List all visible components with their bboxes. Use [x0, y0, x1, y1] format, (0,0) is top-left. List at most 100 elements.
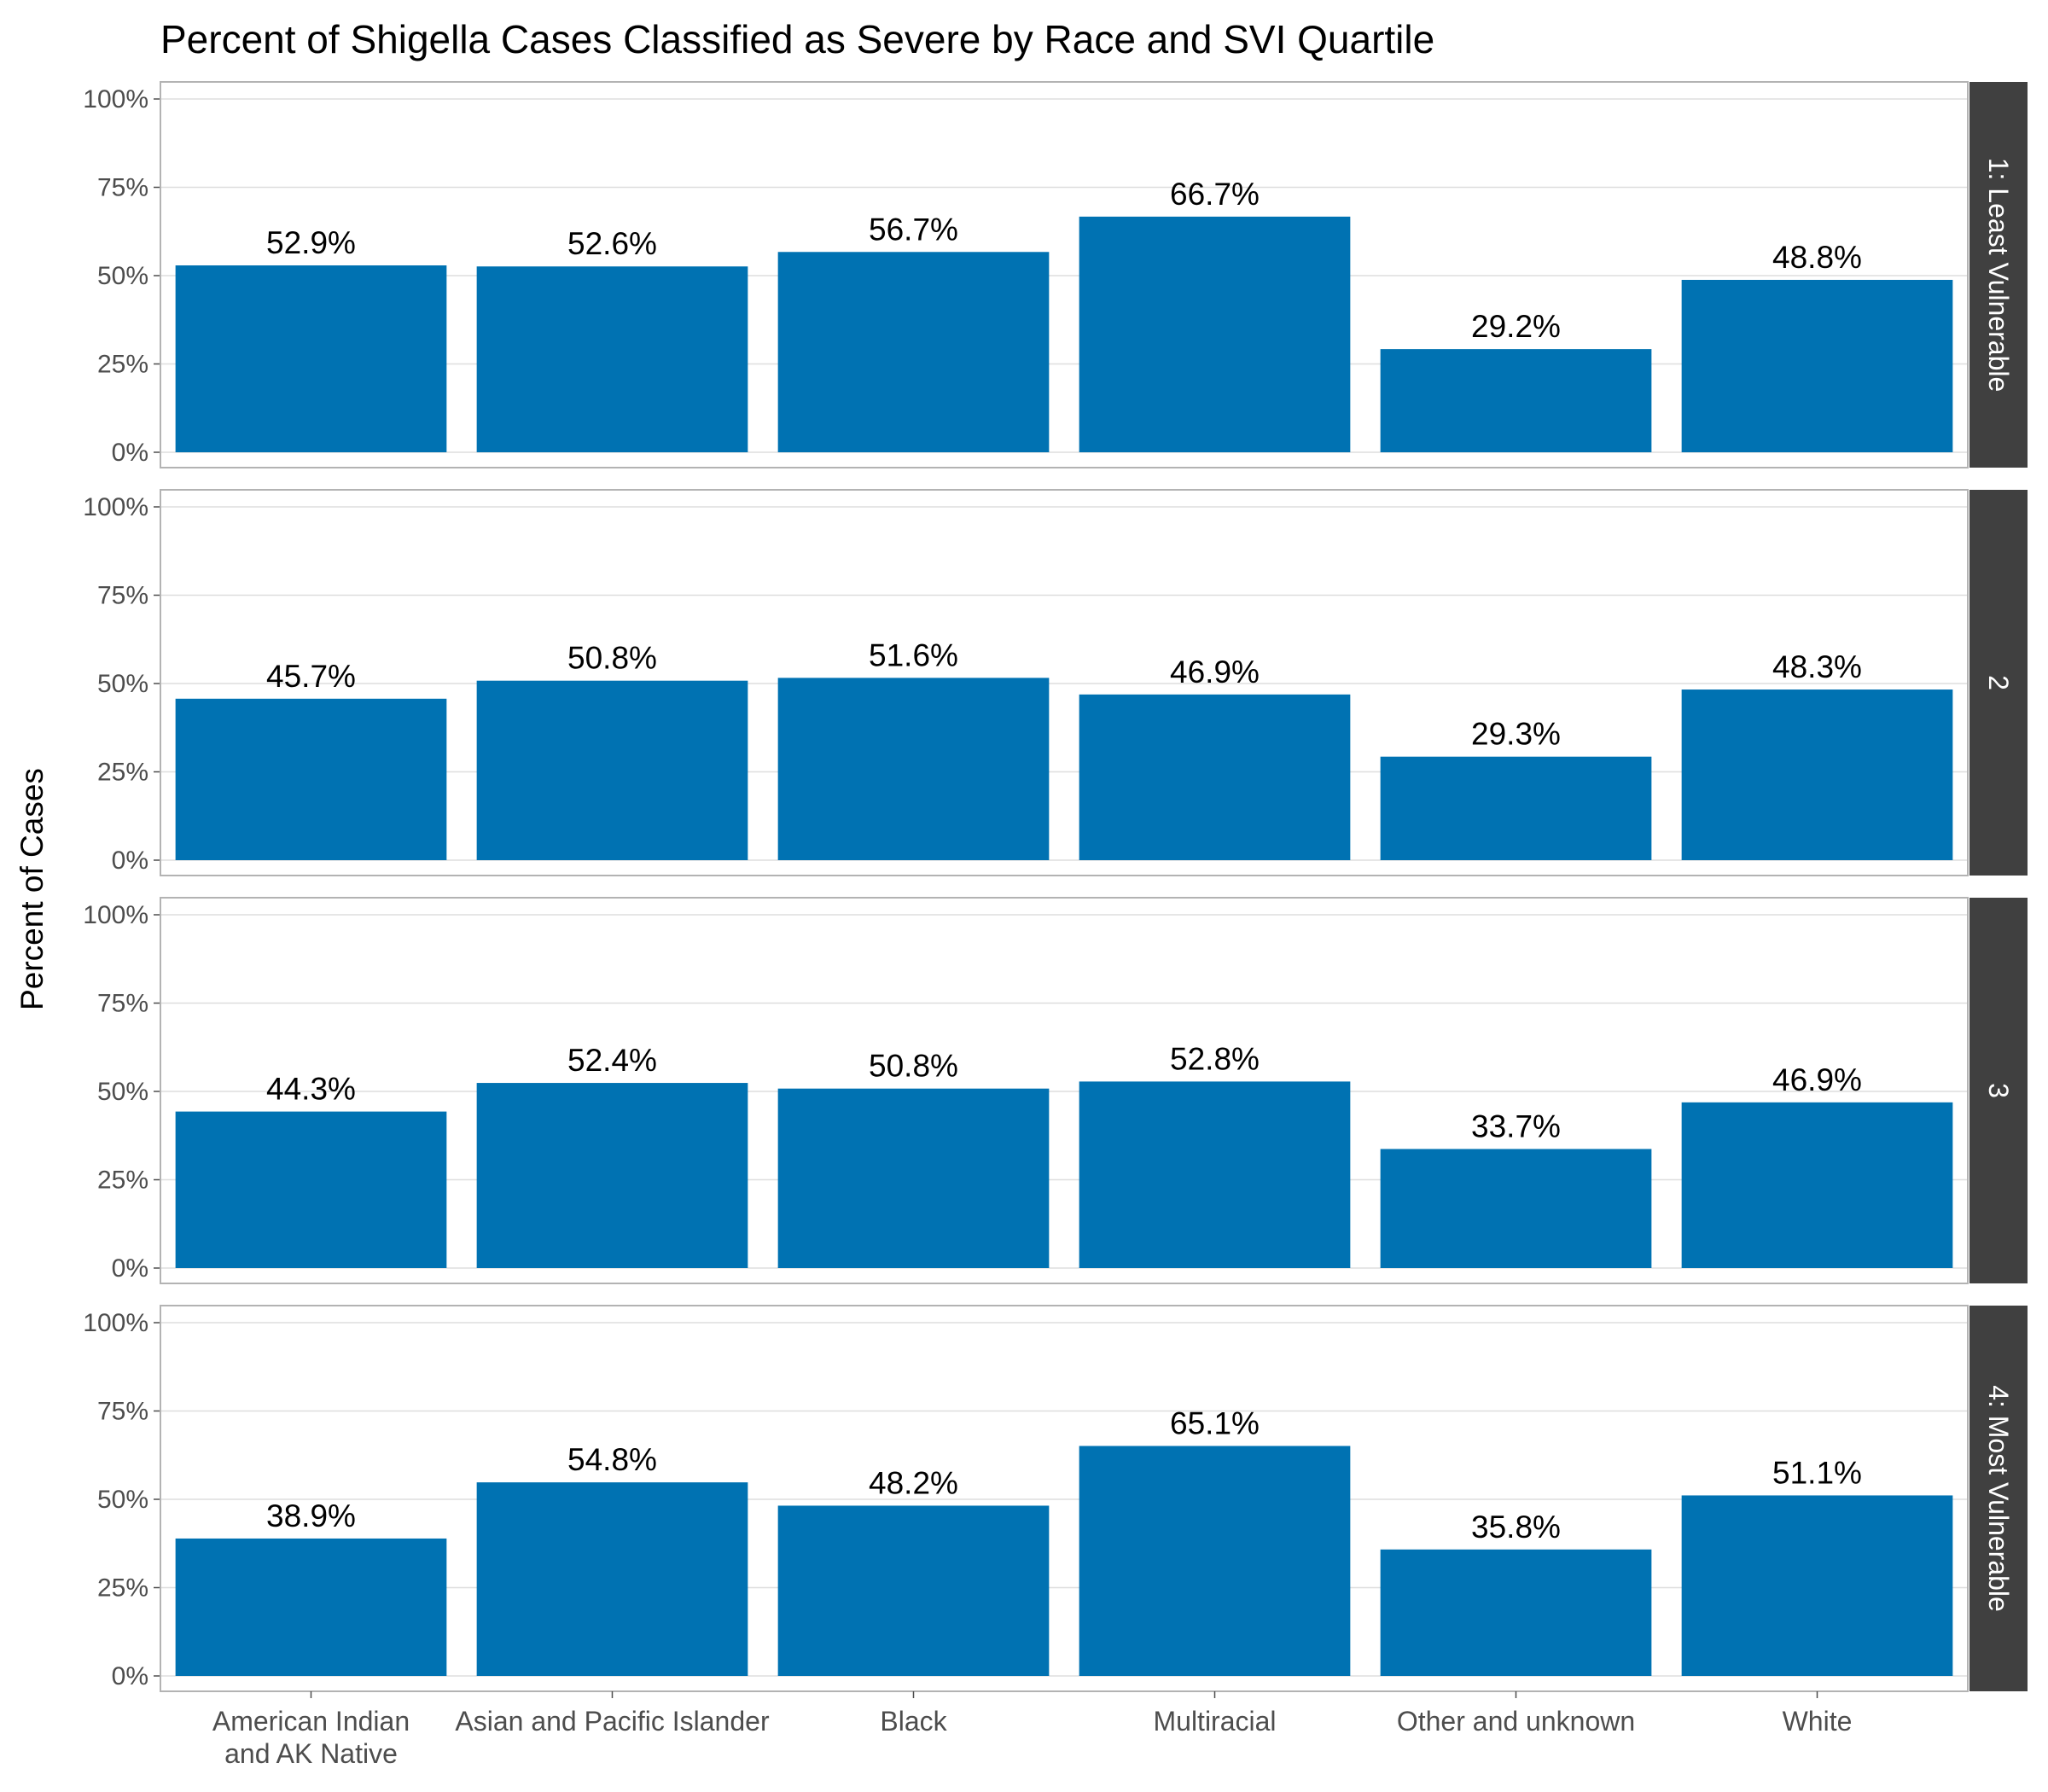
bar	[1681, 1495, 1953, 1676]
bar	[1681, 1102, 1953, 1268]
data-label: 38.9%	[266, 1498, 356, 1533]
bar	[1380, 1149, 1652, 1268]
facet-strip-label: 1: Least Vulnerable	[1983, 158, 2014, 393]
data-label: 50.8%	[567, 641, 657, 676]
bar	[1380, 1549, 1652, 1676]
bar	[1681, 279, 1953, 452]
y-tick-label: 0%	[112, 847, 148, 875]
x-tick-label: Other and unknown	[1397, 1706, 1635, 1737]
bar	[1380, 349, 1652, 452]
x-tick-label-line: Other and unknown	[1397, 1706, 1635, 1737]
data-label: 48.2%	[869, 1465, 958, 1500]
data-label: 48.3%	[1772, 649, 1862, 684]
data-label: 65.1%	[1170, 1405, 1260, 1440]
x-tick-label: White	[1783, 1706, 1853, 1737]
facet-strip-label: 2	[1983, 675, 2014, 690]
panel-border	[160, 489, 1969, 876]
facet-strip	[1969, 490, 2028, 876]
data-label: 33.7%	[1471, 1108, 1561, 1143]
bar	[1079, 216, 1351, 452]
facet-panel: 0% 25% 50% 75% 100% 44.3% 52.4% 50.8% 52.8% 33.7%…	[83, 897, 2028, 1284]
y-tick-label: 0%	[112, 1662, 148, 1690]
bar	[476, 1083, 748, 1268]
x-tick-label: Multiracial	[1153, 1706, 1276, 1737]
y-tick-label: 75%	[97, 990, 148, 1018]
bar	[1380, 756, 1652, 860]
bar	[1079, 1446, 1351, 1676]
bar	[175, 265, 447, 452]
y-tick-label: 25%	[97, 351, 148, 379]
facet-panel: 0% 25% 50% 75% 100% 45.7% 50.8% 51.6% 46.9% 29.3%…	[83, 489, 2028, 876]
panel-border	[160, 897, 1969, 1284]
bar	[777, 1505, 1050, 1676]
data-label: 44.3%	[266, 1072, 356, 1107]
y-tick-label: 100%	[83, 901, 148, 929]
y-tick-label: 50%	[97, 1486, 148, 1514]
facet-strip-label: 3	[1983, 1083, 2014, 1098]
data-label: 51.6%	[869, 637, 958, 672]
data-label: 46.9%	[1170, 655, 1260, 689]
y-tick-label: 25%	[97, 759, 148, 787]
bar	[1079, 1081, 1351, 1268]
facet-strip-label: 4: Most Vulnerable	[1983, 1385, 2014, 1612]
panel-border	[160, 81, 1969, 468]
x-tick-label-line: Black	[880, 1706, 947, 1737]
x-tick-label-line: American Indian	[212, 1706, 410, 1737]
x-tick-label-line: Multiracial	[1153, 1706, 1276, 1737]
chart-title: Percent of Shigella Cases Classified as …	[160, 17, 1434, 61]
bar	[777, 678, 1050, 860]
bar	[175, 698, 447, 860]
data-label: 46.9%	[1772, 1062, 1862, 1097]
bar	[175, 1538, 447, 1676]
data-label: 52.4%	[567, 1043, 657, 1078]
bar	[476, 680, 748, 860]
x-axis: American Indian and AK Native Asian and Pa…	[212, 1691, 1853, 1769]
y-tick-label: 0%	[112, 439, 148, 467]
facet-panel: 0% 25% 50% 75% 100% 52.9% 52.6% 56.7% 66.7% 29.2%…	[83, 81, 2028, 468]
facet-panels: 0% 25% 50% 75% 100% 52.9% 52.6% 56.7% 66.7% 29.2%…	[83, 81, 2028, 1692]
bar	[777, 252, 1050, 452]
x-tick-label-line: White	[1783, 1706, 1853, 1737]
bar	[777, 1088, 1050, 1268]
x-tick-label-line: Asian and Pacific Islander	[455, 1706, 770, 1737]
bar	[175, 1111, 447, 1268]
y-tick-label: 25%	[97, 1167, 148, 1195]
y-tick-label: 75%	[97, 1398, 148, 1426]
x-tick-label: Asian and Pacific Islander	[455, 1706, 770, 1737]
data-label: 52.9%	[266, 225, 356, 260]
facet-strip	[1969, 1306, 2028, 1691]
y-tick-label: 50%	[97, 1078, 148, 1106]
data-label: 45.7%	[266, 659, 356, 694]
x-tick-label: American Indian and AK Native	[212, 1706, 410, 1769]
data-label: 56.7%	[869, 212, 958, 247]
panel-border	[160, 1305, 1969, 1692]
facet-panel: 0% 25% 50% 75% 100% 38.9% 54.8% 48.2% 65.1% 35.8%…	[83, 1305, 2028, 1692]
data-label: 35.8%	[1471, 1510, 1561, 1545]
data-label: 50.8%	[869, 1049, 958, 1084]
y-axis-label: Percent of Cases	[15, 768, 49, 1010]
bar	[476, 1482, 748, 1676]
facet-strip	[1969, 82, 2028, 468]
data-label: 52.6%	[567, 226, 657, 261]
data-label: 48.8%	[1772, 240, 1862, 275]
facet-strip	[1969, 898, 2028, 1283]
x-tick-label-line: and AK Native	[224, 1738, 398, 1769]
bar	[1079, 694, 1351, 860]
y-tick-label: 50%	[97, 262, 148, 290]
bar	[476, 266, 748, 452]
y-tick-label: 100%	[83, 1309, 148, 1337]
bar	[1681, 689, 1953, 860]
data-label: 51.1%	[1772, 1455, 1862, 1490]
y-tick-label: 50%	[97, 670, 148, 698]
data-label: 52.8%	[1170, 1041, 1260, 1076]
y-tick-label: 75%	[97, 174, 148, 202]
data-label: 29.2%	[1471, 309, 1561, 344]
y-tick-label: 0%	[112, 1254, 148, 1283]
data-label: 66.7%	[1170, 177, 1260, 212]
y-tick-label: 25%	[97, 1574, 148, 1603]
y-tick-label: 100%	[83, 493, 148, 521]
data-label: 54.8%	[567, 1442, 657, 1477]
data-label: 29.3%	[1471, 717, 1561, 752]
x-tick-label: Black	[880, 1706, 947, 1737]
